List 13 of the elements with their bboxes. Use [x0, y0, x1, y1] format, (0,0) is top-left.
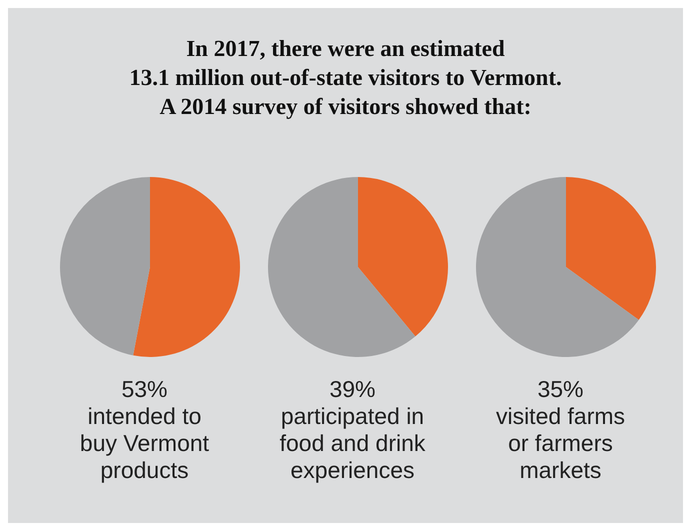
- text: participated in food and drink experiences: [278, 403, 426, 484]
- pie-slice: [60, 177, 150, 356]
- text: 53%: [120, 376, 169, 403]
- text: In 2017, there were an estimated 13.1 million out-of-state visitors to Vermont. A 2014 survey of visitors showed that:: [128, 35, 563, 121]
- pie-slice: [566, 177, 656, 320]
- text: 35%: [536, 376, 585, 403]
- pie-slice: [268, 177, 415, 357]
- text: 39%: [328, 376, 377, 403]
- pie-slice: [476, 177, 638, 357]
- text: visited farms or farmers markets: [494, 403, 626, 484]
- pie-slice: [132, 177, 240, 357]
- text: intended to buy Vermont products: [78, 403, 210, 484]
- pie-slice: [358, 177, 448, 336]
